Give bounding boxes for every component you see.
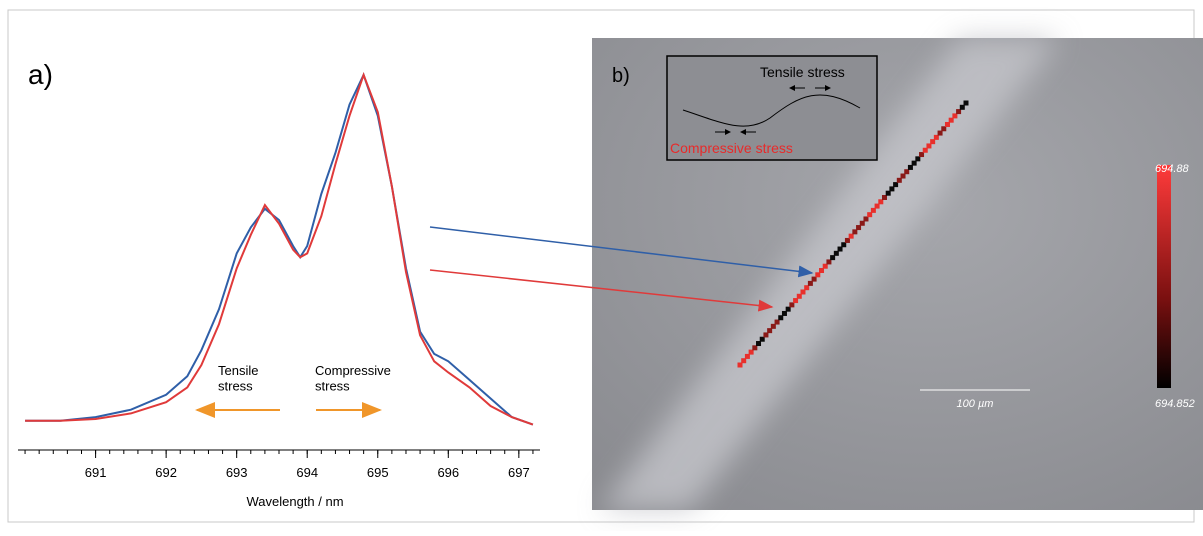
pixel (800, 289, 806, 295)
pixel (756, 341, 762, 347)
pixel (915, 156, 921, 162)
pixel (952, 113, 958, 119)
pixel (819, 268, 825, 274)
panel-b: b) Tensile stress Compressive stress 100… (592, 38, 1203, 510)
pixel (811, 276, 817, 282)
pixel (930, 139, 936, 145)
pixel (885, 190, 891, 196)
pixel (874, 203, 880, 209)
pixel (763, 332, 769, 338)
pixel (856, 225, 862, 231)
pixel (796, 293, 802, 299)
series-line (25, 71, 534, 426)
pixel (907, 164, 913, 170)
pixel (844, 237, 850, 243)
pixel (900, 173, 906, 179)
inset-curve (682, 94, 861, 127)
pixel (744, 353, 750, 359)
pixel (785, 306, 791, 312)
x-axis-label: Wavelength / nm (246, 494, 343, 509)
pixel (826, 259, 832, 265)
pixel (822, 263, 828, 269)
pixel (919, 152, 925, 158)
pixel (904, 169, 910, 175)
inset-label: Tensile stress (760, 64, 845, 80)
pixel (752, 345, 758, 351)
pixel (767, 328, 773, 334)
pixel (922, 147, 928, 153)
pixel (937, 130, 943, 136)
pixel (911, 160, 917, 166)
x-tick-label: 692 (155, 465, 177, 480)
pixel (889, 186, 895, 192)
scale-label: 100 µm (957, 398, 994, 410)
annotation: Compressive stress (315, 363, 391, 394)
x-tick-label: 693 (226, 465, 248, 480)
colorbar-label: 694.852 (1155, 398, 1195, 410)
colorbar-label: 694.88 (1155, 163, 1190, 175)
pixel (807, 280, 813, 286)
panel-a: a) Wavelength / nm Tensile stress Compres… (18, 59, 540, 509)
pixel (926, 143, 932, 149)
pixel (959, 104, 965, 110)
pixel (815, 272, 821, 278)
inset (666, 55, 878, 161)
pixel (948, 117, 954, 123)
pixel (741, 358, 747, 364)
pixel (956, 109, 962, 115)
pixel (804, 285, 810, 291)
panel-label: a) (28, 59, 53, 90)
pixel (837, 246, 843, 252)
series-line (25, 72, 534, 426)
pixel (859, 220, 865, 226)
pixel (941, 126, 947, 132)
pixel (944, 121, 950, 127)
panel-label: b) (612, 65, 630, 87)
pixel (963, 100, 969, 106)
pixel (896, 177, 902, 183)
pixel-line (737, 100, 969, 368)
x-tick-label: 691 (85, 465, 107, 480)
pixel (759, 336, 765, 342)
pixel (789, 302, 795, 308)
pixel (881, 194, 887, 200)
pixel (933, 134, 939, 140)
pointer-arrow (429, 269, 774, 312)
colorbar (1157, 165, 1171, 388)
x-tick-label: 697 (508, 465, 530, 480)
fiber (600, 38, 1060, 510)
pixel (830, 255, 836, 261)
pixel (870, 207, 876, 213)
pixel (841, 242, 847, 248)
pixel (863, 216, 869, 222)
x-tick-label: 694 (296, 465, 318, 480)
annotation: Tensile stress (218, 363, 258, 394)
pixel (848, 233, 854, 239)
x-tick-label: 696 (437, 465, 459, 480)
pixel (781, 310, 787, 316)
pixel (737, 362, 743, 368)
pixel (852, 229, 858, 235)
pixel (793, 298, 799, 304)
pixel (770, 323, 776, 329)
pixel (778, 315, 784, 321)
pixel (867, 212, 873, 218)
inset-label: Compressive stress (670, 140, 793, 156)
pixel (833, 250, 839, 256)
pixel (774, 319, 780, 325)
pointer-arrow (429, 226, 814, 278)
x-tick-label: 695 (367, 465, 389, 480)
pixel (893, 182, 899, 188)
pixel (878, 199, 884, 205)
pixel (748, 349, 754, 355)
